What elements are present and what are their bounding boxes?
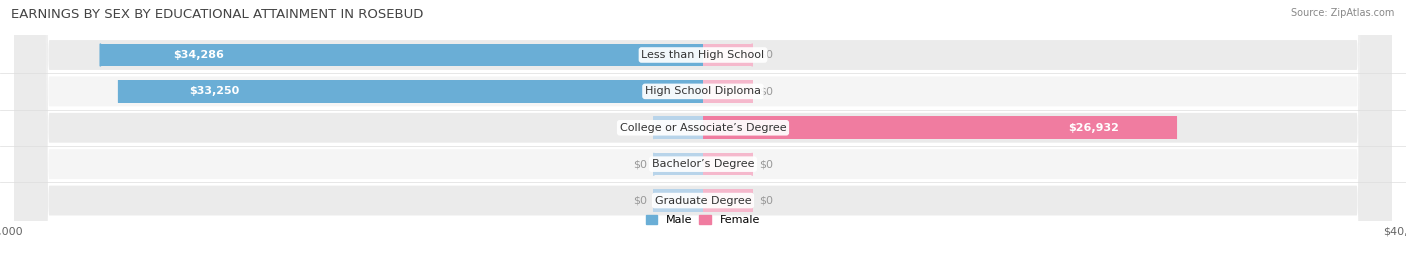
Text: Graduate Degree: Graduate Degree xyxy=(655,196,751,206)
Bar xyxy=(100,44,703,66)
Text: Less than High School: Less than High School xyxy=(641,50,765,60)
Text: $26,932: $26,932 xyxy=(1069,123,1119,133)
Text: College or Associate’s Degree: College or Associate’s Degree xyxy=(620,123,786,133)
Bar xyxy=(703,116,1177,139)
Text: $34,286: $34,286 xyxy=(173,50,224,60)
Text: Source: ZipAtlas.com: Source: ZipAtlas.com xyxy=(1291,8,1395,18)
Text: $0: $0 xyxy=(759,196,773,206)
Text: $0: $0 xyxy=(633,159,647,169)
FancyBboxPatch shape xyxy=(14,0,1392,269)
Text: $0: $0 xyxy=(633,123,647,133)
Text: $0: $0 xyxy=(759,50,773,60)
Text: Bachelor’s Degree: Bachelor’s Degree xyxy=(652,159,754,169)
Legend: Male, Female: Male, Female xyxy=(641,211,765,230)
Bar xyxy=(703,80,752,103)
Text: High School Diploma: High School Diploma xyxy=(645,86,761,96)
Bar xyxy=(654,153,703,175)
Bar xyxy=(703,189,752,212)
Text: $0: $0 xyxy=(633,196,647,206)
FancyBboxPatch shape xyxy=(14,0,1392,269)
Bar xyxy=(118,80,703,103)
Text: $0: $0 xyxy=(759,86,773,96)
Bar xyxy=(703,44,752,66)
Text: $0: $0 xyxy=(759,159,773,169)
Text: EARNINGS BY SEX BY EDUCATIONAL ATTAINMENT IN ROSEBUD: EARNINGS BY SEX BY EDUCATIONAL ATTAINMEN… xyxy=(11,8,423,21)
FancyBboxPatch shape xyxy=(14,0,1392,269)
FancyBboxPatch shape xyxy=(14,0,1392,269)
Bar xyxy=(654,116,703,139)
Text: $33,250: $33,250 xyxy=(188,86,239,96)
Bar xyxy=(654,189,703,212)
FancyBboxPatch shape xyxy=(14,0,1392,269)
Bar xyxy=(703,153,752,175)
